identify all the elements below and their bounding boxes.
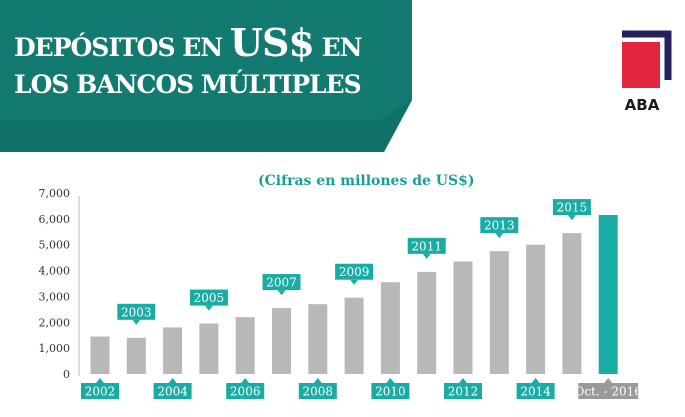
x-category-label: 2014	[516, 378, 555, 399]
bar	[308, 304, 328, 374]
x-label-box	[480, 217, 519, 234]
x-tick-label: 2002	[85, 385, 116, 399]
x-label-box	[117, 303, 156, 320]
x-tick-label: 2012	[448, 385, 479, 399]
x-category-label: 2005	[189, 289, 228, 311]
x-category-label: 2004	[153, 378, 192, 399]
bar	[598, 214, 618, 374]
x-label-pointer	[204, 305, 213, 311]
x-label-box	[371, 383, 410, 399]
x-tick-label: 2006	[230, 385, 261, 399]
bar	[417, 271, 437, 374]
bar	[163, 327, 183, 374]
bar	[272, 308, 291, 374]
y-tick-label: 1,000	[39, 342, 71, 355]
x-label-pointer	[350, 279, 359, 285]
x-category-label: 2002	[81, 378, 119, 399]
x-label-box	[516, 383, 555, 399]
x-label-box	[552, 199, 591, 216]
x-tick-label: 2010	[375, 385, 406, 399]
x-label-box	[407, 237, 446, 254]
bar	[526, 244, 546, 374]
x-label-pointer	[168, 378, 177, 383]
x-tick-label: 2005	[194, 291, 225, 305]
title-part-currency: US$	[229, 20, 315, 65]
x-label-box	[153, 383, 192, 399]
y-tick-label: 3,000	[39, 290, 71, 303]
x-tick-label: 2003	[121, 305, 152, 319]
chart-title: (Cifras en millones de US$)	[258, 173, 475, 189]
y-tick-label: 4,000	[39, 265, 71, 278]
y-tick-label: 2,000	[39, 316, 71, 329]
x-category-label: 2009	[335, 263, 374, 285]
bar	[453, 261, 473, 374]
x-label-pointer	[277, 290, 286, 296]
x-category-label: 2013	[480, 217, 519, 239]
x-label-pointer	[459, 378, 467, 383]
x-label-box	[81, 383, 119, 399]
bar	[235, 317, 255, 374]
x-label-pointer	[313, 378, 322, 383]
x-tick-label: 2015	[557, 201, 588, 215]
x-label-pointer	[567, 215, 576, 221]
x-label-pointer	[241, 378, 250, 383]
y-tick-label: 5,000	[39, 239, 71, 252]
x-tick-label: 2011	[411, 239, 442, 253]
x-label-pointer	[495, 233, 504, 239]
x-tick-label: 2014	[520, 385, 551, 399]
page-title-line-1: DEPÓSITOS EN US$ EN	[14, 20, 362, 65]
bar	[489, 251, 509, 374]
x-category-label: 2003	[117, 303, 156, 325]
x-label-pointer	[132, 319, 141, 325]
x-tick-label: 2004	[157, 385, 188, 399]
x-label-box	[578, 383, 639, 399]
y-tick-label: 7,000	[39, 187, 71, 200]
bar	[126, 337, 146, 374]
bar	[199, 323, 219, 374]
x-category-label: 2012	[444, 378, 482, 399]
title-part-en: EN	[321, 33, 363, 62]
x-label-box	[298, 383, 337, 399]
x-label-pointer	[96, 378, 104, 383]
x-label-box	[335, 263, 374, 280]
y-tick-label: 6,000	[39, 213, 71, 226]
bar	[380, 282, 400, 374]
x-category-label: 2006	[226, 378, 265, 399]
logo-text: ABA	[624, 96, 660, 114]
x-label-box	[444, 383, 482, 399]
x-category-label: 2010	[371, 378, 410, 399]
title-banner	[0, 0, 412, 152]
x-category-label: 2015	[552, 199, 591, 221]
bar	[344, 297, 364, 374]
x-label-pointer	[531, 378, 540, 383]
x-tick-label: 2008	[303, 385, 334, 399]
title-part-deposits: DEPÓSITOS EN	[14, 33, 223, 62]
x-category-label: 2011	[407, 237, 446, 259]
x-label-pointer	[422, 253, 431, 259]
x-tick-label: 2013	[484, 219, 515, 233]
x-category-label: 2007	[262, 274, 301, 296]
x-tick-label: 2009	[339, 265, 370, 279]
x-label-box	[189, 289, 228, 306]
bar	[562, 233, 582, 374]
page-title-line-2: LOS BANCOS MÚLTIPLES	[14, 70, 362, 99]
x-tick-label: Oct. - 2016	[574, 385, 641, 399]
bar	[90, 336, 110, 374]
x-category-label: Oct. - 2016	[574, 378, 642, 399]
x-category-label: 2008	[298, 378, 337, 399]
aba-logo-icon	[622, 30, 672, 88]
x-label-box	[226, 383, 265, 399]
x-label-pointer	[604, 378, 613, 383]
y-tick-label: 0	[63, 368, 70, 381]
x-tick-label: 2007	[266, 276, 297, 290]
x-label-box	[262, 274, 301, 291]
x-label-pointer	[386, 378, 395, 383]
